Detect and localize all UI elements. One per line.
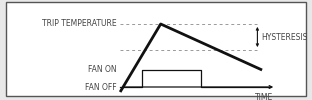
Text: FAN ON: FAN ON — [88, 66, 117, 74]
FancyBboxPatch shape — [6, 2, 306, 96]
Text: TRIP TEMPERATURE: TRIP TEMPERATURE — [42, 20, 117, 28]
Text: TIME: TIME — [255, 93, 273, 100]
Text: FAN OFF: FAN OFF — [85, 82, 117, 92]
Text: HYSTERESIS: HYSTERESIS — [261, 32, 308, 42]
